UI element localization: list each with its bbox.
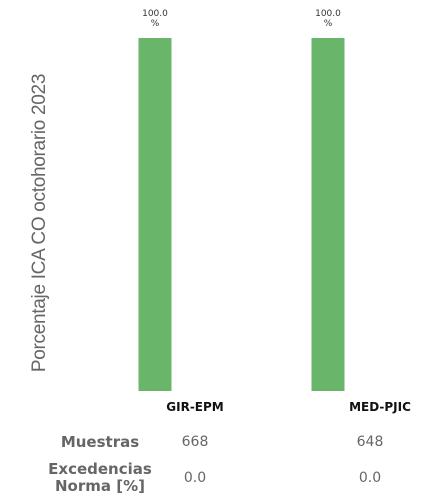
data-label-value: 100.0 xyxy=(142,9,168,19)
data-label-value: 100.0 xyxy=(315,9,341,19)
bar-data-label-med-pjic: 100.0 % xyxy=(298,9,358,29)
table-row-label-excedencias: Excedencias Norma [%] xyxy=(48,460,152,495)
bar-data-label-gir-epm: 100.0 % xyxy=(125,9,185,29)
bar-med-pjic xyxy=(311,38,345,391)
data-label-unit: % xyxy=(323,19,333,29)
y-axis-label: Porcentaje ICA CO octohorario 2023 xyxy=(29,73,50,373)
table-cell-excedencias-med-pjic: 0.0 xyxy=(358,470,382,486)
category-label-med-pjic: MED-PJIC xyxy=(349,400,411,414)
category-label-gir-epm: GIR-EPM xyxy=(166,400,224,414)
table-cell-muestras-gir-epm: 668 xyxy=(181,434,209,450)
table-cell-muestras-med-pjic: 648 xyxy=(356,434,384,450)
data-label-unit: % xyxy=(150,19,160,29)
table-row-label-muestras: Muestras xyxy=(60,433,140,451)
bar-gir-epm xyxy=(138,38,172,391)
table-cell-excedencias-gir-epm: 0.0 xyxy=(183,470,207,486)
